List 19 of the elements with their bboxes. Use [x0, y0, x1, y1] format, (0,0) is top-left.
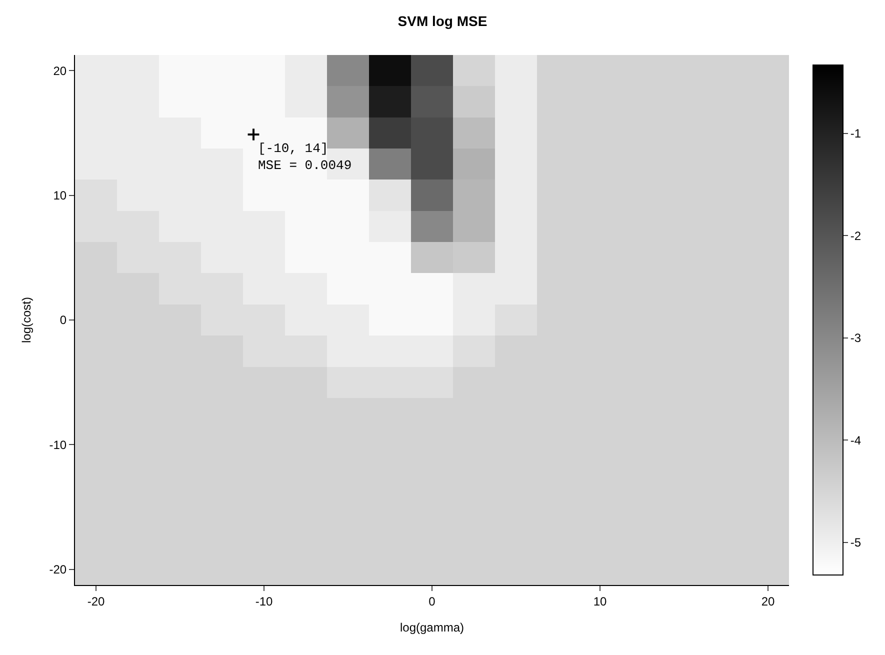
x-tick-label: 0: [428, 594, 436, 608]
color-bar-label: -4: [850, 433, 862, 448]
x-tick-label: -20: [87, 594, 105, 608]
y-axis-title: log(cost): [20, 296, 34, 344]
color-bar-label: -1: [850, 126, 862, 141]
y-tick-label: -10: [49, 438, 67, 452]
x-tick-label: 10: [593, 594, 607, 608]
chart-title: SVM log MSE: [398, 13, 488, 30]
y-tick-label: -20: [49, 562, 67, 577]
color-bar-label: -3: [850, 331, 862, 346]
x-tick-label: -10: [255, 594, 273, 608]
x-axis-title: log(gamma): [400, 620, 464, 634]
y-tick-label: 20: [53, 64, 67, 78]
color-bar-label: -2: [850, 228, 862, 243]
annotation: [-10, 14] MSE = 0.0049: [258, 141, 352, 173]
x-tick-label: 20: [761, 594, 775, 608]
y-tick-label: 0: [60, 313, 67, 328]
y-tick-label: 10: [53, 188, 67, 202]
color-bar-label: -5: [850, 535, 862, 550]
